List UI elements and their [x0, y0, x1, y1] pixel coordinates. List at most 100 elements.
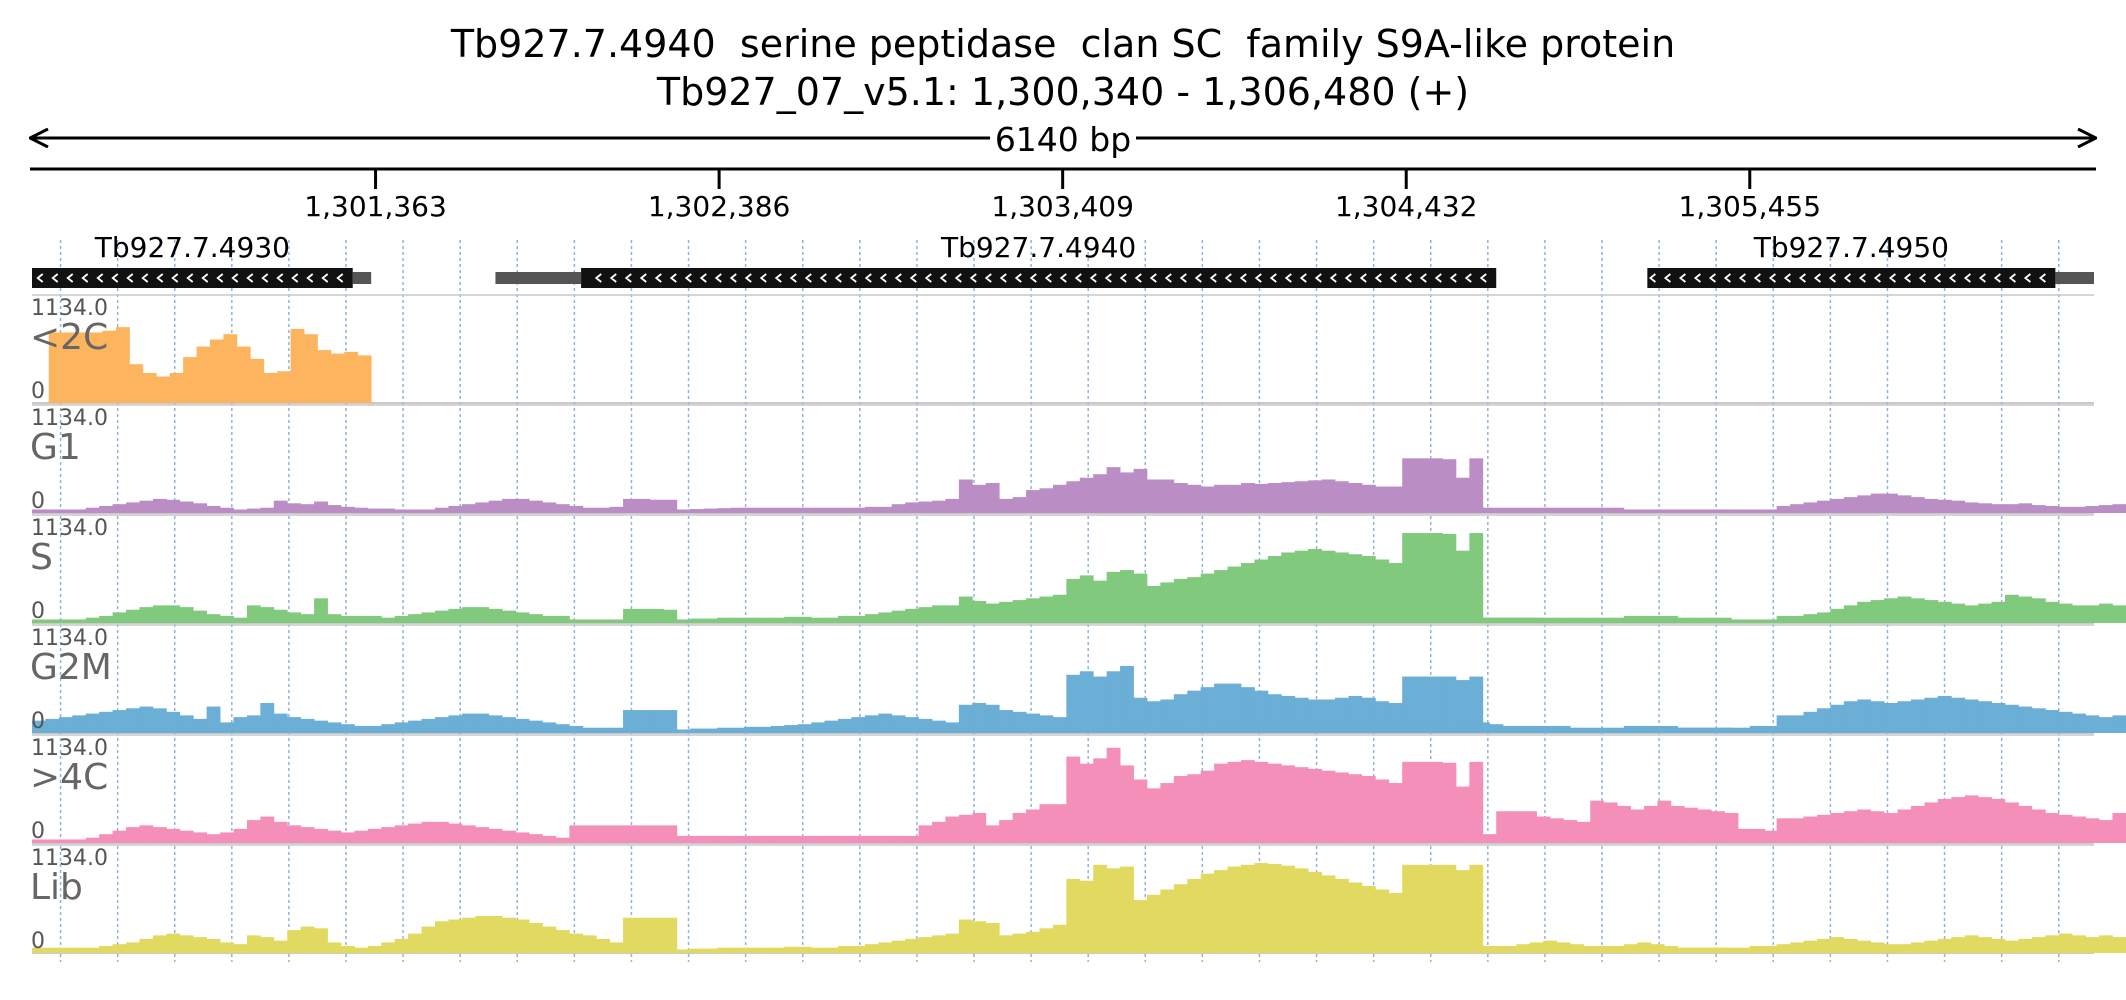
coverage-bar	[1348, 695, 1363, 733]
coverage-bar	[770, 617, 785, 623]
coverage-bar	[287, 930, 302, 953]
coverage-bar	[958, 814, 973, 843]
coverage-bar	[2099, 505, 2113, 513]
coverage-bar	[1408, 508, 1423, 513]
coverage-bar	[1830, 813, 1845, 843]
coverage-track: 1134.0 0 Lib	[30, 844, 2126, 954]
coverage-bar	[1120, 665, 1134, 733]
coverage-bar	[2112, 937, 2126, 953]
coverage-bar	[1240, 687, 1255, 733]
coverage-bar	[582, 825, 597, 843]
coverage-bar	[1924, 697, 1939, 733]
coverage-bar	[837, 718, 852, 733]
coverage-bar	[1509, 811, 1524, 843]
coverage-bar	[999, 601, 1014, 623]
gene-label: Tb927.7.4930	[94, 231, 290, 264]
coverage-bar	[273, 940, 288, 953]
coverage-bar	[1991, 601, 2006, 623]
coverage-bar	[555, 504, 570, 513]
coverage-bar	[542, 835, 557, 843]
coverage-bar	[1476, 834, 1490, 843]
coverage-bar	[1435, 835, 1450, 843]
coverage-bar	[1763, 619, 1778, 623]
coverage-bar	[703, 508, 718, 513]
coverage-bar	[260, 607, 275, 623]
coverage-bar	[2031, 708, 2046, 733]
coverage-bar	[905, 835, 919, 843]
coverage-bar	[1012, 711, 1027, 733]
coverage-bar	[2072, 713, 2087, 733]
coverage-bar	[649, 949, 664, 953]
coverage-bar	[717, 727, 731, 733]
coverage-bar	[1870, 600, 1885, 623]
coverage-bar	[1637, 942, 1652, 953]
coverage-bar	[1655, 837, 1670, 843]
coverage-bar	[905, 938, 919, 953]
coverage-bar	[1375, 779, 1390, 843]
coverage-bar	[2058, 603, 2073, 623]
coverage-bar	[1696, 727, 1710, 733]
coverage-bar	[1165, 617, 1180, 623]
x-tick-label: 1,303,409	[991, 190, 1134, 223]
coverage-bar	[1623, 615, 1638, 623]
gene-body	[1647, 268, 2056, 288]
coverage-bar	[1039, 804, 1054, 843]
coverage-bar	[434, 610, 449, 623]
coverage-bar	[1455, 870, 1470, 953]
coverage-bar	[811, 507, 825, 513]
coverage-bar	[663, 917, 678, 953]
coverage-bar	[1388, 893, 1403, 953]
coverage-bar	[1583, 617, 1598, 623]
coverage-bar	[1039, 596, 1054, 623]
coverage-bar	[1435, 617, 1450, 623]
coverage-bar	[287, 825, 302, 843]
coverage-bar	[1178, 503, 1193, 513]
coverage-bar	[1402, 761, 1417, 843]
coverage-bar	[1516, 944, 1531, 953]
coverage-bar	[851, 945, 866, 953]
coverage-bar	[1790, 715, 1804, 733]
coverage-bar	[139, 938, 154, 953]
coverage-bar	[102, 330, 117, 403]
coverage-bar	[757, 947, 772, 953]
coverage-bar	[2099, 717, 2113, 733]
coverage-track: 1134.0 0 G1	[30, 404, 2126, 514]
coverage-bar	[1259, 834, 1274, 843]
coverage-bar	[1670, 805, 1685, 843]
coverage-bar	[408, 720, 422, 733]
coverage-bar	[434, 507, 449, 513]
coverage-bar	[1281, 865, 1296, 953]
coverage-bar	[609, 825, 624, 843]
y-max-label: 1134.0	[31, 626, 108, 651]
coverage-bar	[1146, 788, 1161, 843]
coverage-bar	[1610, 727, 1625, 733]
coverage-bar	[1529, 942, 1544, 953]
coverage-bar	[972, 813, 987, 843]
coverage-bar	[1897, 809, 1912, 843]
coverage-bar	[1308, 548, 1322, 623]
coverage-bar	[246, 508, 261, 513]
coverage-bar	[945, 933, 960, 953]
coverage-bar	[1776, 715, 1791, 733]
coverage-bar	[1964, 795, 1979, 843]
gene-utr	[352, 272, 372, 284]
coverage-bar	[179, 715, 194, 733]
coverage-bar	[2018, 805, 2033, 843]
y-min-label: 0	[31, 709, 45, 734]
coverage-bar	[475, 502, 490, 513]
coverage-bar	[636, 510, 651, 513]
coverage-bar	[1254, 761, 1269, 843]
coverage-bar	[1341, 499, 1356, 513]
coverage-bar	[1288, 508, 1302, 513]
coverage-bar	[2005, 594, 2019, 623]
coverage-bar	[891, 610, 906, 623]
coverage-bar	[1173, 884, 1188, 953]
coverage-bar	[2085, 818, 2100, 843]
coverage-bar	[1232, 617, 1247, 623]
coverage-bar	[2058, 933, 2073, 953]
coverage-bar	[327, 614, 342, 623]
coverage-bar	[905, 717, 919, 733]
coverage-bar	[1288, 727, 1302, 733]
coverage-bar	[1382, 947, 1396, 953]
coverage-bar	[636, 949, 651, 953]
